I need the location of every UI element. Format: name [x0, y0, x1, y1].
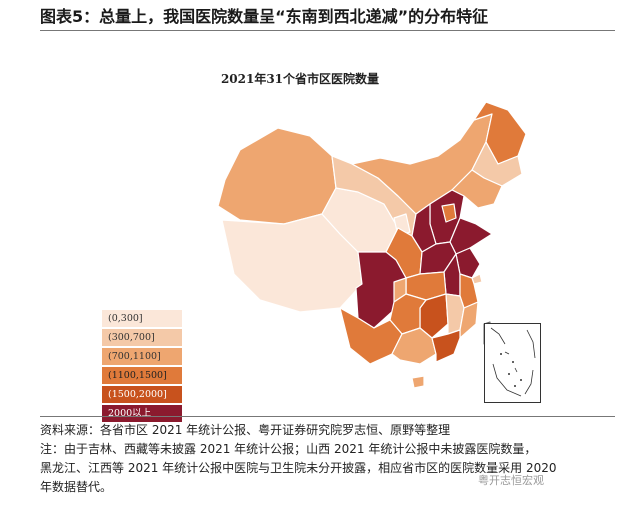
province-xinjiang: [217, 127, 337, 225]
province-beijing-tianjin: [441, 203, 457, 223]
legend-label: (0,300]: [108, 313, 143, 324]
legend-item: (1100,1500]: [102, 367, 182, 384]
map-title: 2021年31个省市区医院数量: [220, 72, 380, 86]
note-line: 注：由于吉林、西藏等未披露 2021 年统计公报；山西 2021 年统计公报中未…: [40, 442, 537, 456]
china-province-map: [217, 101, 527, 389]
south-china-sea-islands: [490, 327, 536, 397]
figure-footer: 资料来源：各省市区 2021 年统计公报、粤开证券研究院罗志恒、原野等整理 注：…: [40, 416, 615, 497]
note-line: 黑龙江、江西等 2021 年统计公报中医院与卫生院未分开披露，相应省市区的医院数…: [40, 461, 557, 475]
legend-item: (300,700]: [102, 329, 182, 346]
source-line: 资料来源：各省市区 2021 年统计公报、粤开证券研究院罗志恒、原野等整理: [40, 423, 451, 437]
figure-title: 图表5：总量上，我国医院数量呈“东南到西北递减”的分布特征: [40, 4, 615, 31]
legend-label: 2000以上: [108, 408, 152, 419]
legend-item: (1500,2000]: [102, 386, 182, 403]
map-legend: (0,300] (300,700] (700,1100] (1100,1500]…: [102, 310, 182, 424]
legend-label: (1500,2000]: [108, 389, 167, 400]
legend-item: (0,300]: [102, 310, 182, 327]
legend-label: (300,700]: [108, 332, 155, 343]
note-line: 年数据替代。: [40, 480, 113, 494]
legend-label: (700,1100]: [108, 351, 161, 362]
legend-label: (1100,1500]: [108, 370, 167, 381]
legend-item: 2000以上: [102, 405, 182, 422]
province-fujian: [459, 301, 479, 339]
watermark: 粤开志恒宏观: [478, 474, 544, 487]
province-guangdong: [431, 329, 461, 363]
china-map-figure: 2021年31个省市区医院数量 (0,300] (300,700] (700,1…: [40, 38, 615, 422]
province-hainan: [411, 375, 425, 389]
province-guangxi: [391, 327, 437, 365]
legend-item: (700,1100]: [102, 348, 182, 365]
south-china-sea-inset: [484, 323, 541, 403]
